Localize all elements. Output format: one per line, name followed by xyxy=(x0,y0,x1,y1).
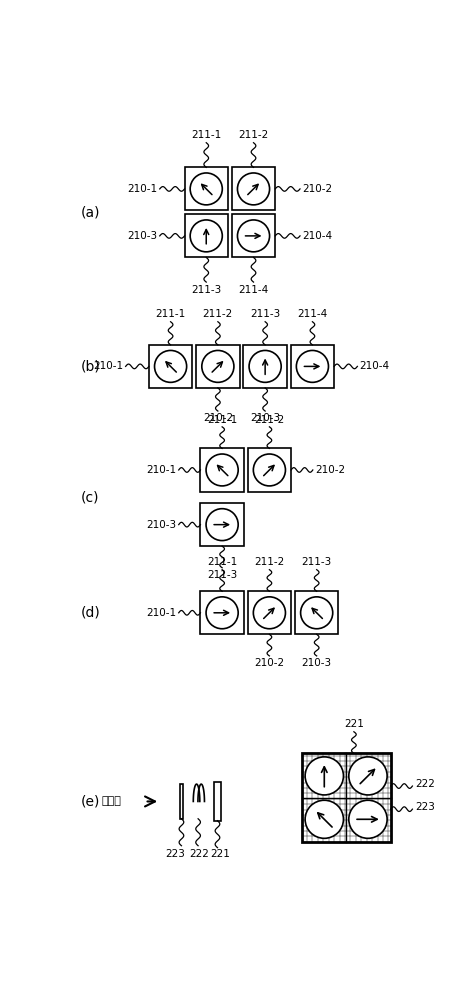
Bar xyxy=(184,214,228,257)
Text: 210-3: 210-3 xyxy=(146,520,176,530)
Text: 211-2: 211-2 xyxy=(254,415,285,425)
Text: 210-2: 210-2 xyxy=(302,184,332,194)
Bar xyxy=(232,167,275,210)
Text: 211-1: 211-1 xyxy=(207,415,237,425)
Bar xyxy=(247,591,291,634)
Text: (a): (a) xyxy=(81,205,101,219)
Bar xyxy=(214,782,220,821)
Text: 223: 223 xyxy=(416,802,436,812)
Bar xyxy=(184,167,228,210)
Bar xyxy=(247,448,291,492)
Bar xyxy=(295,591,338,634)
Text: 210-4: 210-4 xyxy=(302,231,332,241)
Text: (d): (d) xyxy=(81,606,101,620)
Bar xyxy=(196,345,239,388)
Circle shape xyxy=(349,800,387,838)
Text: 210-4: 210-4 xyxy=(360,361,390,371)
Text: (e): (e) xyxy=(81,794,100,808)
Text: 222: 222 xyxy=(416,779,436,789)
Text: 211-3: 211-3 xyxy=(250,309,280,319)
Circle shape xyxy=(305,800,343,838)
Text: 211-2: 211-2 xyxy=(254,557,285,567)
Text: 210-2: 210-2 xyxy=(254,658,285,668)
Text: 210-1: 210-1 xyxy=(127,184,157,194)
Bar xyxy=(200,591,244,634)
Text: 210-1: 210-1 xyxy=(146,608,176,618)
Text: 211-2: 211-2 xyxy=(238,130,269,140)
Bar xyxy=(232,214,275,257)
Circle shape xyxy=(349,757,387,795)
Bar xyxy=(302,753,390,842)
Text: 対象光: 対象光 xyxy=(102,796,122,806)
Text: 210-1: 210-1 xyxy=(146,465,176,475)
Bar xyxy=(149,345,192,388)
Text: 211-3: 211-3 xyxy=(302,557,332,567)
Text: 210-3: 210-3 xyxy=(302,658,332,668)
Circle shape xyxy=(305,757,343,795)
Text: 222: 222 xyxy=(189,849,209,859)
Text: 211-1: 211-1 xyxy=(155,309,186,319)
Bar xyxy=(180,784,183,819)
Text: 210-2: 210-2 xyxy=(203,413,233,423)
Bar xyxy=(291,345,334,388)
Text: 221: 221 xyxy=(210,849,230,859)
Text: 211-1: 211-1 xyxy=(207,557,237,567)
Text: 221: 221 xyxy=(344,719,364,729)
Text: (c): (c) xyxy=(81,490,100,504)
Text: 211-3: 211-3 xyxy=(207,570,237,580)
Text: 211-4: 211-4 xyxy=(297,309,328,319)
Bar xyxy=(243,345,287,388)
Text: 210-1: 210-1 xyxy=(93,361,124,371)
Text: 211-3: 211-3 xyxy=(191,285,221,295)
Bar xyxy=(200,503,244,546)
Text: 210-2: 210-2 xyxy=(315,465,345,475)
Text: 211-4: 211-4 xyxy=(238,285,269,295)
Text: 210-3: 210-3 xyxy=(127,231,157,241)
Text: 223: 223 xyxy=(165,849,185,859)
Text: 211-2: 211-2 xyxy=(203,309,233,319)
Bar xyxy=(200,448,244,492)
Text: 211-1: 211-1 xyxy=(191,130,221,140)
Text: (b): (b) xyxy=(81,359,101,373)
Text: 210-3: 210-3 xyxy=(250,413,280,423)
